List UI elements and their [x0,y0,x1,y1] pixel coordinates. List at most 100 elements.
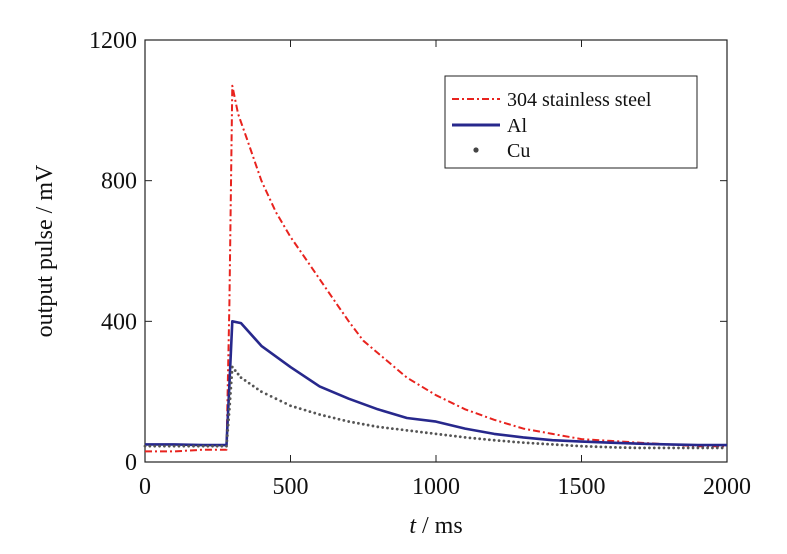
cu-point [284,401,288,405]
cu-point [715,446,719,450]
series-line [145,84,727,453]
cu-point [473,436,477,440]
cu-point [594,445,598,449]
cu-point [497,439,501,443]
cu-point [264,392,268,396]
cu-point [236,372,240,376]
cu-point [196,444,200,448]
cu-point [468,436,472,440]
cu-point [361,422,365,426]
cu-point [706,446,709,450]
cu-point [303,408,307,412]
cu-point [555,443,559,447]
cu-point [512,440,515,444]
cu-point [279,399,283,403]
cu-point [289,404,292,408]
cu-point [652,446,656,450]
cu-point [332,416,336,420]
y-tick-label: 0 [125,450,137,476]
x-tick-label: 1000 [412,474,460,500]
cu-point [492,438,496,442]
cu-point [274,397,278,401]
cu-point [536,442,540,445]
cu-point [483,437,486,441]
cu-point [390,427,394,430]
cu-point [347,420,351,423]
cu-point [167,444,171,448]
cu-point [439,433,443,436]
cu-point [526,441,530,445]
cu-point [323,414,326,418]
cu-point [172,444,176,448]
cu-point [163,444,166,448]
cu-point [487,438,491,442]
cu-point [187,444,191,448]
cu-point [720,446,724,450]
cu-point [701,446,705,450]
cu-point [691,446,695,450]
cu-point [153,444,157,448]
cu-point [580,444,583,448]
x-axis-unit: / ms [416,513,463,539]
legend-box [444,75,698,169]
cu-point [614,445,617,449]
cu-point [681,446,685,450]
cu-point [560,443,564,447]
cu-point [454,434,457,438]
series-1 [145,84,727,453]
cu-point [225,434,229,438]
cu-point [192,444,195,448]
x-tick-label: 0 [139,474,151,500]
cu-point [327,415,331,419]
cu-point [458,435,462,439]
cu-point [233,369,237,372]
cu-point [308,410,312,413]
cu-point [247,381,251,385]
cu-point [342,418,346,422]
cu-point [628,446,632,450]
cu-point [502,439,506,443]
cu-point [672,446,676,450]
cu-point [269,394,273,398]
cu-point [318,413,321,416]
cu-point [643,446,646,450]
cu-point [696,446,700,450]
cu-point [243,379,247,382]
cu-point [251,384,255,388]
cu-point [638,446,642,450]
cu-point [657,446,661,450]
cu-point [662,446,666,450]
cu-point [517,440,520,444]
x-axis-title: t / ms [409,513,462,539]
cu-point [260,390,263,394]
cu-point [711,446,714,450]
legend-label-cu: Cu [507,140,530,162]
cu-point [405,428,409,432]
cu-point [541,442,545,446]
cu-point [352,421,355,424]
cu-point [229,381,233,385]
x-tick-label: 2000 [703,474,751,500]
cu-point [206,444,210,448]
cu-point [565,443,569,447]
cu-point [228,402,232,406]
cu-point [148,444,152,448]
cu-point [618,446,622,449]
cu-point [570,444,574,447]
cu-point [201,444,205,448]
cu-point [298,407,302,411]
cu-point [686,446,690,450]
series-3 [143,365,724,450]
cu-point [575,444,579,448]
cu-point [609,445,612,449]
cu-point [648,446,651,450]
y-axis-title: output pulse / mV [32,164,58,337]
cu-point [424,431,428,435]
cu-point [449,434,452,438]
y-tick-label: 800 [101,169,137,195]
cu-point [227,407,231,411]
cu-point [226,428,230,432]
ticks-layer: 0 500 1000 1500 2000 0 400 800 1200 [89,28,751,500]
cu-point [420,430,423,434]
